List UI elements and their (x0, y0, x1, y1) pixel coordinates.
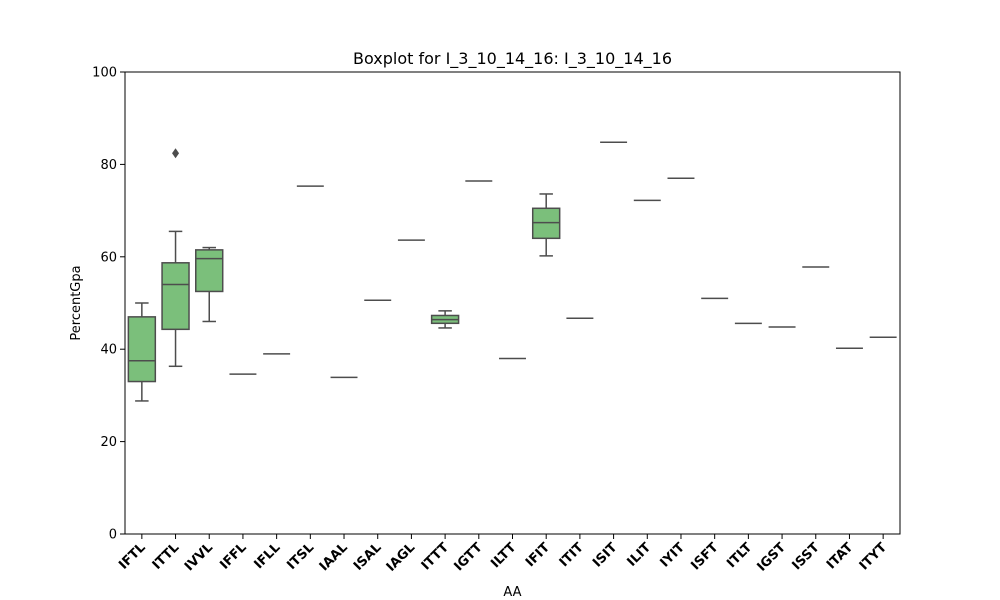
x-tick-label: IFTL (116, 540, 148, 572)
outlier-point (172, 148, 180, 159)
x-tick-label: ILTT (488, 540, 519, 571)
box-ITTT (430, 310, 460, 329)
plot-area (127, 141, 897, 402)
x-tick-label: ITTL (150, 540, 183, 573)
x-tick-label: ISIT (590, 540, 620, 570)
x-tick-label: ISST (789, 540, 822, 573)
x-tick-label: ITIT (557, 540, 587, 570)
y-axis-label: PercentGpa (69, 265, 84, 340)
x-tick-label: IGTT (451, 540, 485, 574)
box-ITTL (161, 148, 190, 368)
x-tick-label: ITTT (419, 540, 452, 573)
x-tick-label: ISAL (351, 540, 385, 574)
x-tick-label: IFLL (251, 540, 283, 572)
y-axis: 0 20 40 60 80 100 (92, 66, 125, 543)
box-IVVL (195, 246, 224, 323)
box-iqr (161, 262, 190, 331)
box-iqr (127, 316, 157, 383)
x-tick-label: ITSL (284, 540, 317, 573)
x-tick-label: IAGL (384, 540, 419, 575)
box-IFIT (531, 193, 561, 257)
x-tick-label: ITYT (857, 540, 890, 573)
x-tick-label: IFFL (217, 540, 249, 572)
x-axis: IFTL ITTL IVVL IFFL IFLL ITSL IAAL ISAL IAGL ITTT… (116, 534, 890, 575)
box-iqr (195, 249, 224, 293)
y-tick-label: 20 (100, 435, 117, 450)
chart-title: Boxplot for I_3_10_14_16: I_3_10_14_16 (353, 49, 672, 69)
y-tick-label: 80 (100, 158, 117, 173)
x-axis-label: AA (503, 585, 521, 600)
x-tick-label: ITLT (724, 540, 755, 571)
x-tick-label: ISFT (688, 540, 721, 573)
x-tick-label: IVVL (182, 540, 216, 574)
plot-frame (124, 71, 901, 535)
x-tick-label: IYIT (657, 540, 687, 570)
y-tick-label: 60 (100, 250, 117, 265)
box-IFTL (127, 302, 157, 402)
y-tick-label: 0 (109, 528, 117, 543)
x-tick-label: IFIT (523, 540, 553, 570)
y-tick-label: 100 (92, 66, 117, 81)
x-tick-label: ILIT (625, 540, 655, 570)
y-tick-label: 40 (100, 343, 117, 358)
x-tick-label: ITAT (824, 540, 856, 572)
x-tick-label: IGST (754, 540, 789, 575)
x-tick-label: IAAL (317, 540, 351, 574)
